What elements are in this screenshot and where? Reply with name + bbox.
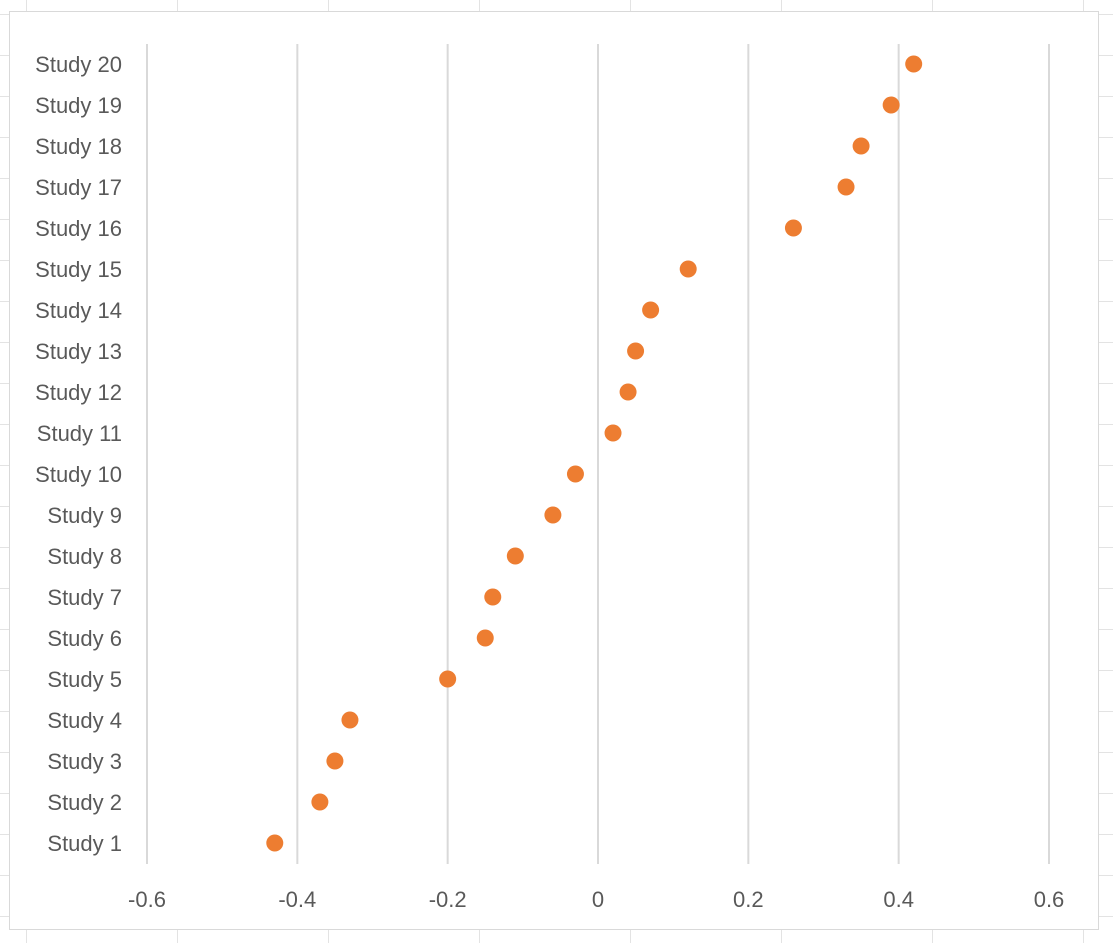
y-category-label: Study 5 — [47, 667, 122, 692]
y-category-label: Study 15 — [35, 257, 122, 282]
data-point[interactable] — [476, 629, 494, 647]
y-category-label: Study 17 — [35, 175, 122, 200]
y-category-label: Study 4 — [47, 708, 122, 733]
data-point[interactable] — [439, 670, 457, 688]
x-tick-label: -0.6 — [128, 887, 166, 912]
data-point[interactable] — [341, 711, 359, 729]
y-category-label: Study 14 — [35, 298, 122, 323]
data-point[interactable] — [784, 219, 802, 237]
data-point[interactable] — [627, 342, 645, 360]
data-point[interactable] — [566, 465, 584, 483]
y-category-label: Study 2 — [47, 790, 122, 815]
y-category-label: Study 13 — [35, 339, 122, 364]
chart-area[interactable] — [9, 11, 1099, 930]
y-category-label: Study 10 — [35, 462, 122, 487]
data-point[interactable] — [642, 301, 660, 319]
gridlines — [146, 44, 1050, 864]
x-tick-label: -0.4 — [278, 887, 316, 912]
y-category-label: Study 1 — [47, 831, 122, 856]
y-axis-labels: Study 1 Study 2 Study 3 Study 4 Study 5 Study… — [35, 52, 122, 856]
data-point[interactable] — [311, 793, 329, 811]
data-points — [266, 55, 923, 852]
data-point[interactable] — [882, 96, 900, 114]
data-point[interactable] — [506, 547, 524, 565]
y-category-label: Study 3 — [47, 749, 122, 774]
y-category-label: Study 7 — [47, 585, 122, 610]
y-category-label: Study 18 — [35, 134, 122, 159]
data-point[interactable] — [852, 137, 870, 155]
y-category-label: Study 9 — [47, 503, 122, 528]
x-tick-label: 0.6 — [1034, 887, 1065, 912]
data-point[interactable] — [484, 588, 502, 606]
y-category-label: Study 16 — [35, 216, 122, 241]
data-point[interactable] — [544, 506, 562, 524]
x-tick-label: 0.2 — [733, 887, 764, 912]
data-point[interactable] — [619, 383, 637, 401]
x-axis-labels: -0.6 -0.4 -0.2 0 0.2 0.4 0.6 — [128, 887, 1064, 912]
data-point[interactable] — [679, 260, 697, 278]
data-point[interactable] — [266, 834, 284, 852]
x-tick-label: -0.2 — [429, 887, 467, 912]
y-category-label: Study 8 — [47, 544, 122, 569]
data-point[interactable] — [837, 178, 855, 196]
data-point[interactable] — [604, 424, 622, 442]
data-point[interactable] — [326, 752, 344, 770]
y-category-label: Study 20 — [35, 52, 122, 77]
data-point[interactable] — [905, 55, 923, 73]
x-tick-label: 0 — [592, 887, 604, 912]
y-category-label: Study 6 — [47, 626, 122, 651]
y-category-label: Study 11 — [37, 421, 122, 446]
y-category-label: Study 19 — [35, 93, 122, 118]
y-category-label: Study 12 — [35, 380, 122, 405]
x-tick-label: 0.4 — [883, 887, 914, 912]
